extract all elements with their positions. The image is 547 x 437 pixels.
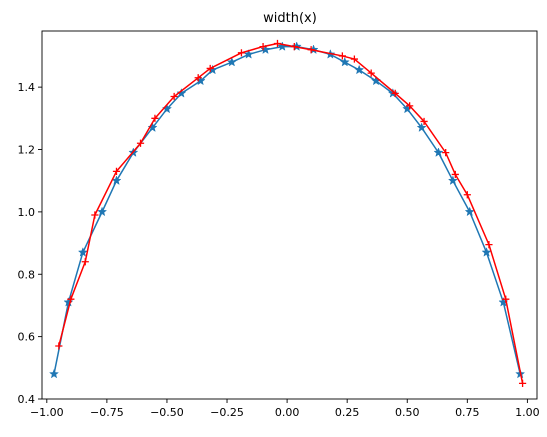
y-tick-label: 0.6 — [18, 331, 36, 344]
series-1-point — [416, 122, 427, 132]
series-2-point — [273, 39, 282, 48]
series-1-point — [464, 206, 475, 217]
y-tick-label: 1.0 — [18, 206, 36, 219]
series-2-point — [136, 139, 145, 147]
series-2-point — [91, 211, 99, 219]
chart-title: width(x) — [263, 11, 317, 26]
series-2-point — [502, 295, 510, 303]
series-1-point — [481, 247, 492, 257]
series-2-point — [391, 89, 399, 97]
y-tick-label: 0.4 — [18, 393, 36, 406]
series-2-point — [485, 241, 493, 249]
series-1-point — [243, 49, 254, 59]
series-2-point — [194, 74, 202, 82]
x-tick-label: 0.75 — [455, 406, 480, 419]
series-1-point — [97, 206, 108, 217]
series-2-point — [237, 49, 246, 57]
series-2-point — [151, 114, 159, 122]
y-tick-label: 1.4 — [18, 81, 36, 94]
series-2-point — [307, 46, 315, 54]
x-tick-label: −1.00 — [30, 406, 64, 419]
axes-frame — [41, 30, 538, 400]
series-1-point — [147, 122, 158, 132]
x-tick-label: −0.50 — [150, 406, 184, 419]
series-2-point — [451, 170, 459, 179]
series-1-point — [63, 297, 74, 307]
x-tick-label: −0.25 — [210, 406, 244, 419]
series-2-point — [518, 379, 527, 388]
series-1-point — [260, 44, 271, 55]
series-1-point — [77, 247, 88, 257]
series-2-point — [442, 149, 450, 157]
series-1-point — [226, 56, 237, 67]
series-2-point — [259, 42, 267, 51]
series-1-point — [48, 368, 60, 379]
series-2-point — [206, 64, 214, 73]
y-tick-label: 1.2 — [18, 144, 36, 157]
axes: −1.00 −0.75 −0.50 −0.25 0.00 0.25 0.50 0.75 1.00… — [18, 30, 540, 419]
y-tick-label: 0.8 — [18, 268, 36, 281]
series-2-point — [55, 342, 63, 350]
series-1-point — [447, 175, 458, 185]
series-2-point — [367, 69, 375, 77]
series-2-point — [406, 102, 414, 110]
series-2-point — [112, 167, 121, 175]
series-1-line — [53, 45, 521, 375]
series-1-point — [176, 88, 187, 98]
series-1-point — [433, 147, 444, 157]
x-tick-label: 1.00 — [515, 406, 540, 419]
series-1-point — [339, 56, 350, 67]
x-tick-label: 0.25 — [335, 406, 360, 419]
x-tick-label: 0.00 — [275, 406, 300, 419]
series-2-point — [290, 42, 298, 51]
series-2-point — [338, 52, 346, 60]
series-2-point — [463, 191, 471, 199]
series-2-point — [170, 92, 178, 101]
series-2-point — [67, 295, 75, 303]
series-2 — [55, 39, 527, 388]
series-2-point — [350, 55, 358, 63]
series-2-point — [420, 117, 428, 126]
plot-area — [48, 39, 527, 388]
series-2-point — [81, 258, 89, 266]
series-1-point — [354, 64, 365, 75]
x-tick-label: 0.50 — [395, 406, 420, 419]
series-1-point — [195, 75, 206, 86]
x-tick-label: −0.75 — [90, 406, 124, 419]
